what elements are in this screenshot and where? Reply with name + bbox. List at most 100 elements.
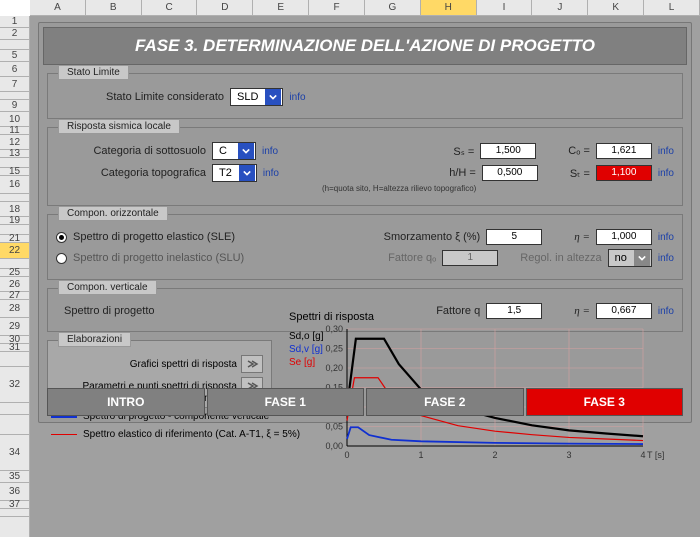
col-header[interactable]: A	[30, 0, 86, 15]
stato-limite-label: Stato Limite considerato	[106, 91, 224, 103]
nav-tab[interactable]: INTRO	[47, 388, 205, 416]
legend-text: Spettro elastico di riferimento (Cat. A-…	[83, 429, 300, 440]
row-header[interactable]: 2	[0, 28, 29, 40]
svg-text:Se [g]: Se [g]	[289, 357, 315, 368]
chevron-down-icon[interactable]	[239, 165, 255, 181]
svg-text:0: 0	[344, 450, 349, 460]
row-header[interactable]: 31	[0, 344, 29, 352]
legend-line	[51, 434, 77, 435]
row-header[interactable]: 11	[0, 127, 29, 135]
svg-text:0,20: 0,20	[325, 363, 343, 373]
cat-topo-select[interactable]: T2	[212, 164, 257, 182]
row-header[interactable]: 34	[0, 435, 29, 471]
col-header[interactable]: G	[365, 0, 421, 15]
nav-tab[interactable]: FASE 1	[207, 388, 365, 416]
row-header[interactable]: 25	[0, 269, 29, 277]
row-header[interactable]: 6	[0, 62, 29, 77]
col-header[interactable]: B	[86, 0, 142, 15]
row-header[interactable]: 35	[0, 471, 29, 483]
row-header[interactable]: 15	[0, 168, 29, 176]
row-header[interactable]: 37	[0, 501, 29, 509]
svg-text:Sd,o [g]: Sd,o [g]	[289, 331, 324, 342]
col-header[interactable]: H	[421, 0, 477, 15]
info-link[interactable]: info	[262, 146, 278, 157]
row-header[interactable]: 22	[0, 243, 29, 259]
stato-limite-select[interactable]: SLD	[230, 88, 283, 106]
row-header[interactable]: 28	[0, 300, 29, 318]
chevron-down-icon[interactable]	[634, 250, 650, 266]
row-header[interactable]	[0, 92, 29, 100]
row-header[interactable]	[0, 40, 29, 50]
regol-select[interactable]: no	[608, 249, 652, 267]
eta-field[interactable]: 1,000	[596, 229, 652, 245]
row-header[interactable]: 9	[0, 100, 29, 112]
info-link[interactable]: info	[658, 253, 674, 264]
group-label: Stato Limite	[58, 65, 129, 80]
svg-text:3: 3	[566, 450, 571, 460]
group-label: Compon. orizzontale	[58, 206, 168, 221]
svg-text:1: 1	[418, 450, 423, 460]
cat-topo-label: Categoria topografica	[56, 167, 206, 179]
col-header[interactable]: K	[588, 0, 644, 15]
svg-text:0,05: 0,05	[325, 422, 343, 432]
cc-label: Cₒ =	[568, 145, 590, 157]
row-header[interactable]: 19	[0, 217, 29, 225]
group-label: Risposta sismica locale	[58, 119, 180, 134]
ss-field[interactable]: 1,500	[480, 143, 536, 159]
hh-label: h/H =	[449, 167, 476, 179]
col-header[interactable]: E	[253, 0, 309, 15]
group-stato-limite: Stato Limite Stato Limite considerato SL…	[47, 73, 683, 119]
row-header[interactable]: 16	[0, 176, 29, 194]
row-header[interactable]: 7	[0, 77, 29, 92]
row-header[interactable]	[0, 403, 29, 415]
group-oriz: Compon. orizzontale Spettro di progetto …	[47, 214, 683, 280]
row-header[interactable]: 1	[0, 16, 29, 28]
ss-label: Sₛ =	[453, 145, 474, 158]
st-label: Sₜ =	[570, 167, 590, 180]
chevron-down-icon[interactable]	[238, 143, 254, 159]
row-header[interactable]	[0, 509, 29, 517]
hh-field[interactable]: 0,500	[482, 165, 538, 181]
info-link[interactable]: info	[658, 168, 674, 179]
svg-text:0,00: 0,00	[325, 441, 343, 451]
svg-text:0,25: 0,25	[325, 344, 343, 354]
nav-tab[interactable]: FASE 2	[366, 388, 524, 416]
row-header[interactable]: 21	[0, 235, 29, 243]
chevron-down-icon[interactable]	[265, 89, 281, 105]
radio-sle-label: Spettro di progetto elastico (SLE)	[73, 231, 235, 243]
group-label: Compon. verticale	[58, 280, 157, 295]
nav-tab[interactable]: FASE 3	[526, 388, 684, 416]
regol-label: Regol. in altezza	[520, 252, 601, 264]
row-header[interactable]: 5	[0, 50, 29, 62]
svg-text:4: 4	[640, 450, 645, 460]
radio-sle[interactable]	[56, 232, 67, 243]
row-header[interactable]: 27	[0, 292, 29, 300]
info-link[interactable]: info	[263, 168, 279, 179]
smorz-field[interactable]: 5	[486, 229, 542, 245]
col-header[interactable]: C	[142, 0, 198, 15]
radio-slu[interactable]	[56, 253, 67, 264]
col-header[interactable]: F	[309, 0, 365, 15]
info-link[interactable]: info	[289, 92, 305, 103]
row-header[interactable]: 32	[0, 367, 29, 403]
svg-text:T [s]: T [s]	[647, 450, 664, 460]
col-header[interactable]: J	[532, 0, 588, 15]
info-link[interactable]: info	[658, 232, 674, 243]
vert-spettro-label: Spettro di progetto	[56, 305, 155, 317]
row-header[interactable]	[0, 352, 29, 367]
row-header[interactable]: 13	[0, 150, 29, 158]
col-header[interactable]: D	[197, 0, 253, 15]
cat-sotto-select[interactable]: C	[212, 142, 256, 160]
chart-title: Spettri di risposta	[289, 311, 679, 323]
legend-row: Spettro elastico di riferimento (Cat. A-…	[51, 429, 300, 440]
col-header[interactable]: I	[477, 0, 533, 15]
col-header[interactable]: L	[644, 0, 700, 15]
cc-field[interactable]: 1,621	[596, 143, 652, 159]
eta-label: η =	[574, 231, 590, 243]
goto-button[interactable]	[241, 355, 263, 373]
q0-label: Fattore qₒ	[388, 252, 436, 264]
row-header[interactable]	[0, 415, 29, 435]
st-field[interactable]: 1,100	[596, 165, 652, 181]
info-link[interactable]: info	[658, 146, 674, 157]
row-header[interactable]	[0, 194, 29, 202]
